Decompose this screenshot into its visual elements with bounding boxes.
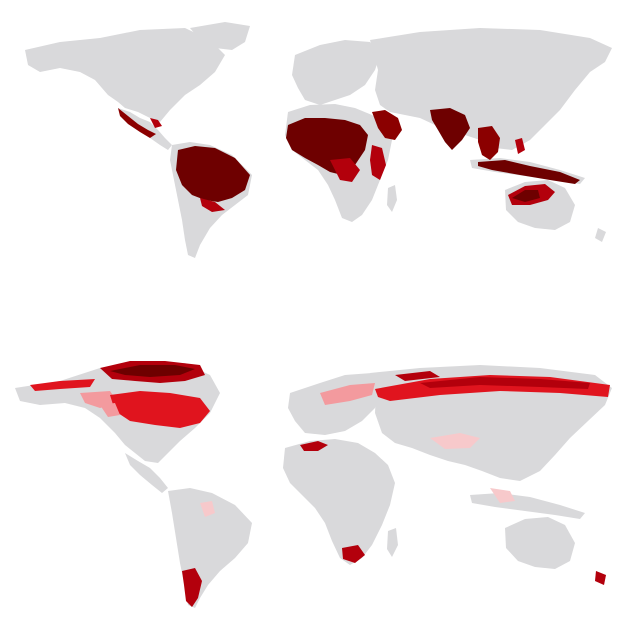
region-mexico-central-america <box>118 108 156 138</box>
region-india <box>430 108 470 150</box>
region-andes-light <box>200 501 215 517</box>
north-america <box>25 28 225 122</box>
region-amazon-basin <box>176 146 250 202</box>
central-america <box>125 453 168 493</box>
region-canada <box>110 391 210 428</box>
region-alaska-light <box>80 391 118 408</box>
highlight-regions-top <box>118 108 580 212</box>
greenland <box>190 22 250 50</box>
region-alaska-band <box>30 379 95 391</box>
world-map-top-svg <box>25 22 612 258</box>
madagascar <box>387 528 398 557</box>
europe <box>288 373 382 435</box>
australia <box>505 517 575 569</box>
region-caribbean <box>150 118 162 128</box>
region-new-zealand <box>595 571 606 585</box>
region-sahel <box>372 110 402 140</box>
region-indonesia <box>478 160 580 184</box>
region-central-africa-light <box>330 158 360 182</box>
region-patagonia <box>182 568 202 607</box>
indonesia <box>470 493 585 519</box>
highlight-regions-bottom <box>30 361 610 607</box>
region-amazon-edge <box>200 198 225 212</box>
region-philippines <box>515 138 525 154</box>
world-map-bottom-svg <box>15 361 612 608</box>
region-arctic-islands-dark <box>110 365 195 377</box>
region-south-africa <box>342 545 365 563</box>
land-masses-bottom <box>15 363 612 608</box>
africa <box>283 439 395 565</box>
new-zealand <box>595 228 606 242</box>
madagascar <box>387 185 397 212</box>
region-canada-light <box>100 403 120 417</box>
region-arctic-russia <box>395 371 440 381</box>
region-se-asia-light <box>490 488 515 503</box>
region-scandinavia-light <box>320 383 375 405</box>
region-north-africa-coast <box>300 441 328 451</box>
region-northern-australia-dark <box>512 190 540 202</box>
asia <box>370 28 612 150</box>
europe <box>292 40 380 105</box>
world-map-bottom <box>0 313 625 625</box>
region-tibet <box>430 433 480 449</box>
region-southeast-asia <box>478 126 500 160</box>
region-east-africa <box>370 145 386 180</box>
region-siberia-dark <box>420 377 590 389</box>
world-map-top <box>0 0 625 312</box>
